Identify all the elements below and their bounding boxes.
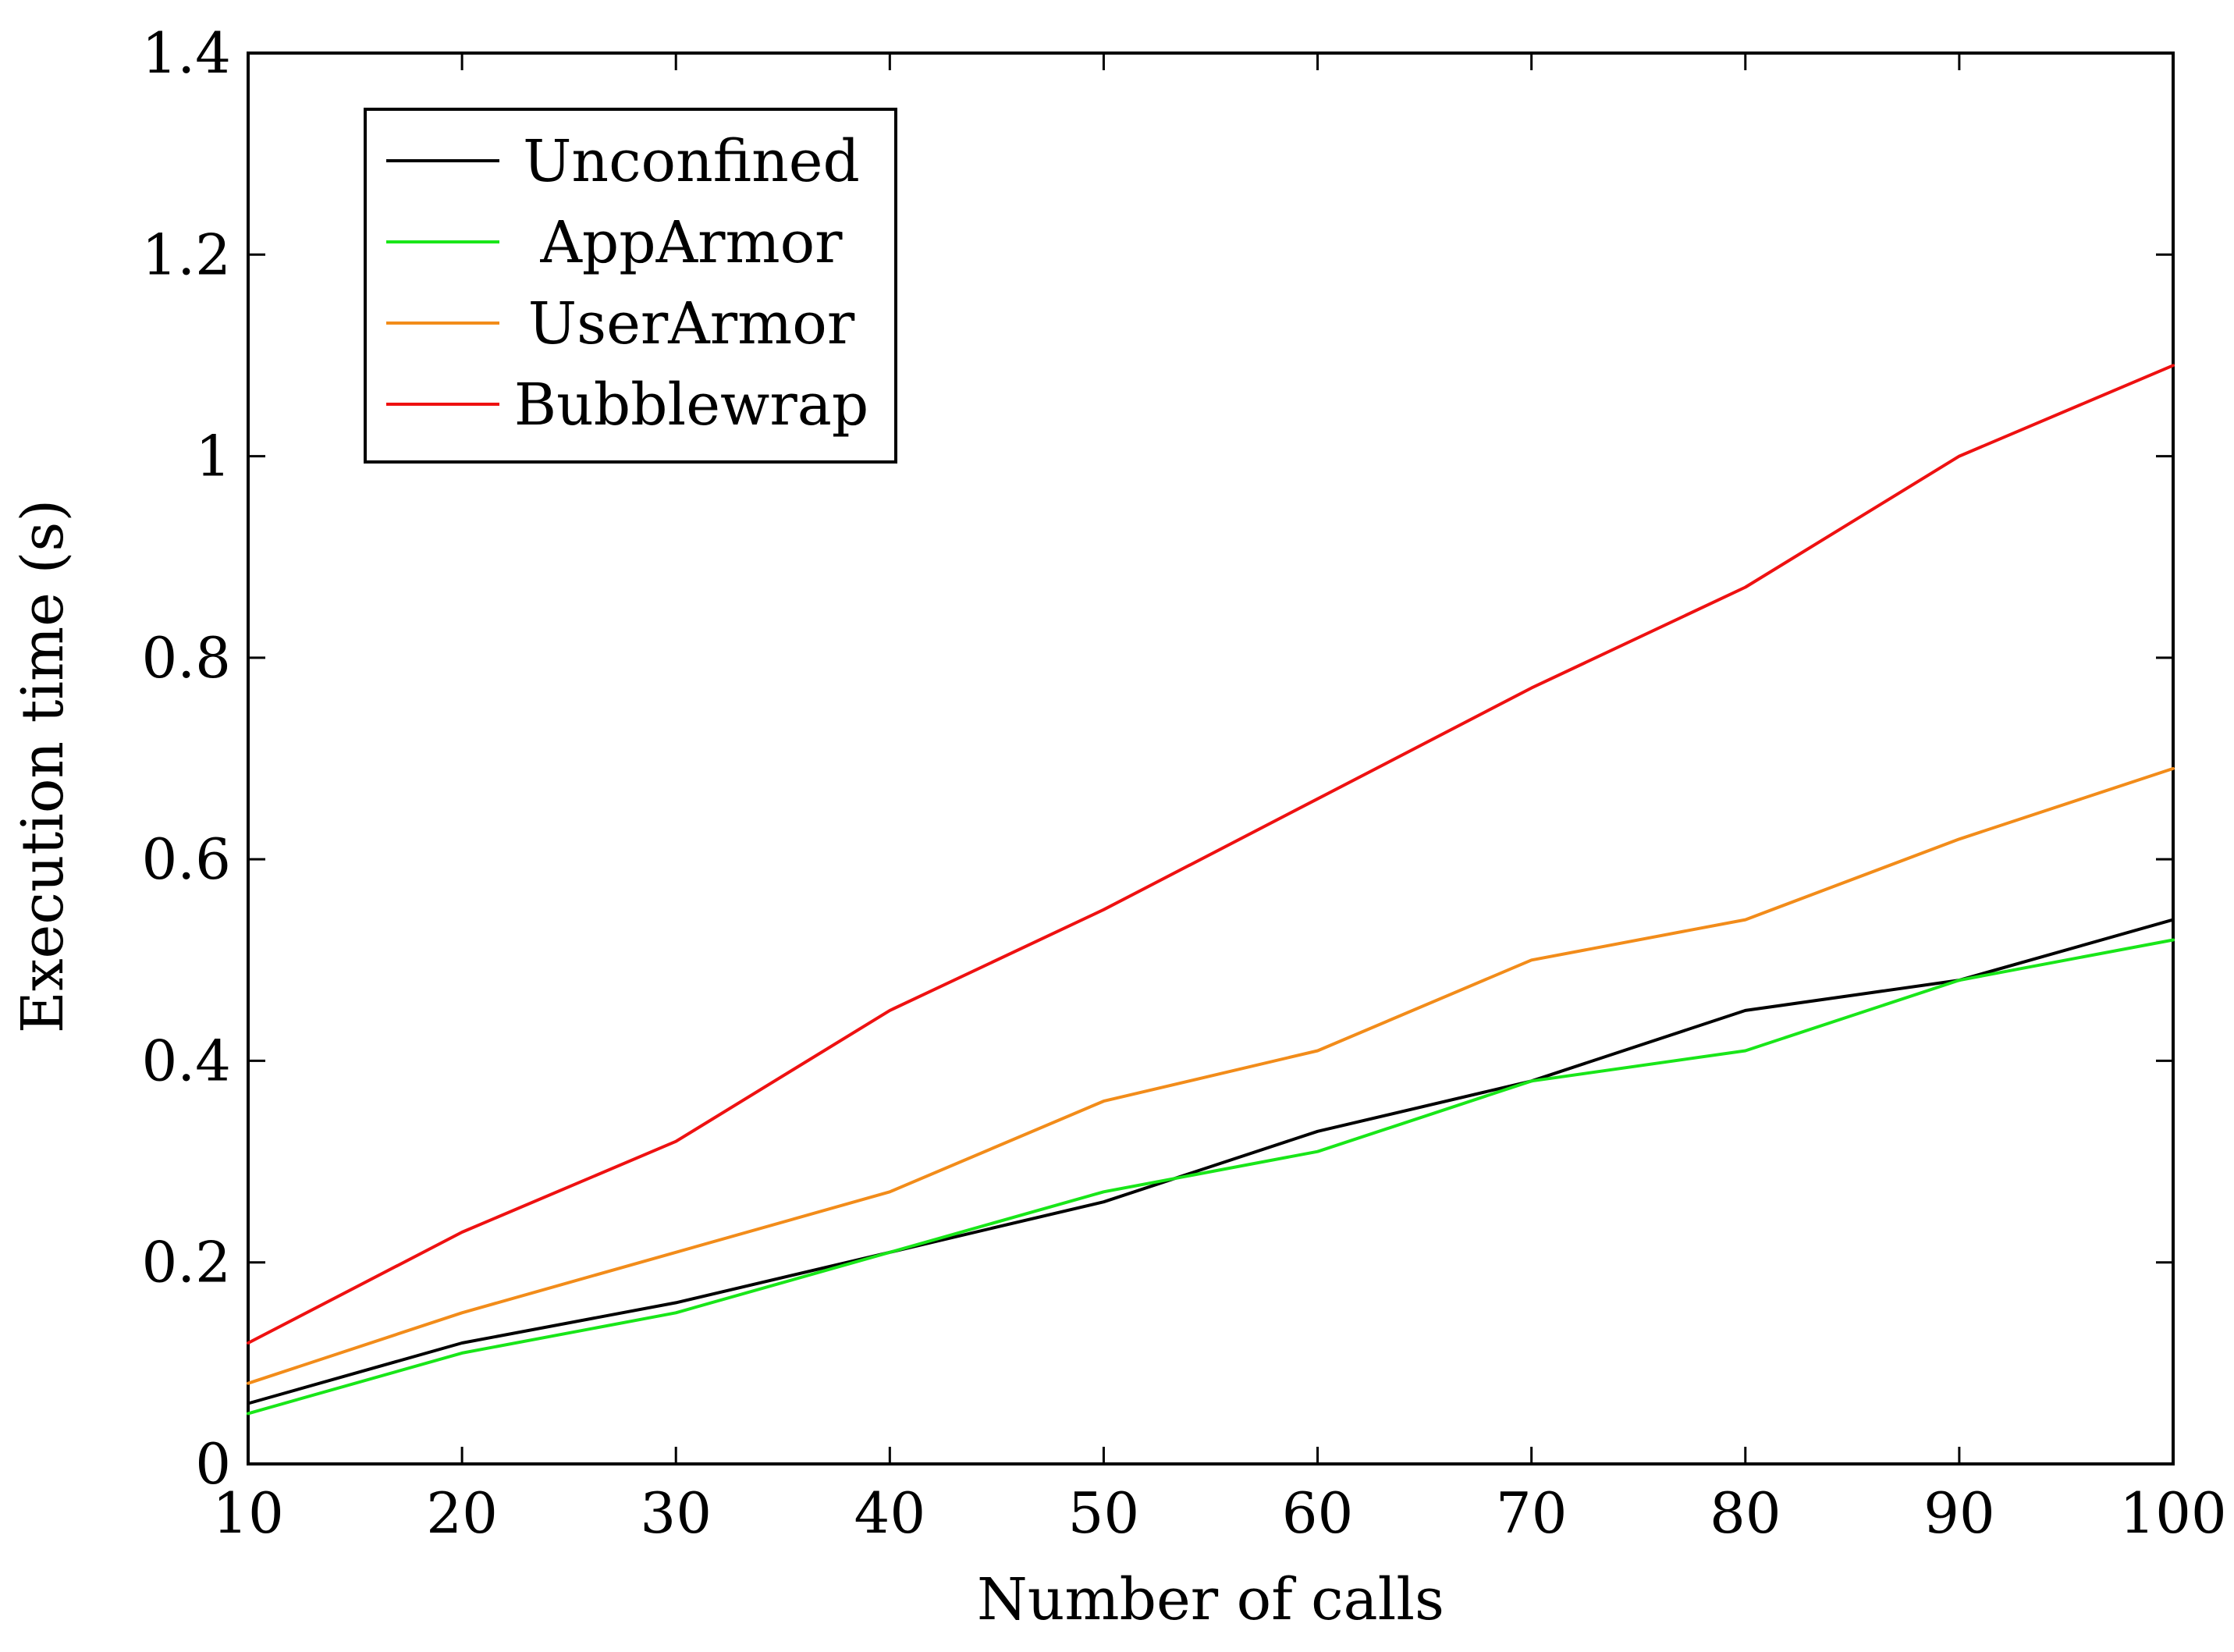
- series-line-bubblewrap: [247, 364, 2175, 1345]
- y-axis-title: Execution time (s): [9, 499, 76, 1033]
- x-tick-label: 30: [640, 1480, 712, 1546]
- legend-label-userarmor: UserArmor: [528, 290, 855, 357]
- x-tick-label: 100: [2119, 1480, 2226, 1546]
- y-tick-label: 0.2: [141, 1230, 231, 1295]
- x-tick-label: 50: [1068, 1480, 1140, 1546]
- y-tick-label: 0.8: [141, 625, 231, 691]
- y-tick-label: 1.4: [141, 20, 231, 86]
- y-tick-label: 1: [195, 424, 231, 489]
- x-tick-label: 20: [426, 1480, 498, 1546]
- x-tick-label: 90: [1923, 1480, 1995, 1546]
- series-line-apparmor: [247, 938, 2175, 1416]
- x-tick-label: 10: [212, 1480, 284, 1546]
- x-axis: 10 20 30 40 50 60 70 80 90 100: [212, 53, 2227, 1546]
- x-tick-label: 60: [1282, 1480, 1354, 1546]
- series-line-userarmor: [247, 766, 2175, 1385]
- y-axis: 0 0.2 0.4 0.6 0.8 1 1.2 1.4: [141, 20, 2173, 1497]
- x-tick-label: 70: [1496, 1480, 1568, 1546]
- plot-area: [247, 52, 2175, 1465]
- y-tick-label: 0.4: [141, 1028, 231, 1093]
- x-axis-title: Number of calls: [977, 1566, 1444, 1633]
- series-layer: [247, 364, 2175, 1416]
- series-line-unconfined: [247, 918, 2175, 1405]
- legend-label-apparmor: AppArmor: [539, 209, 843, 276]
- legend-label-unconfined: Unconfined: [523, 128, 860, 195]
- plot-frame: [247, 52, 2175, 1465]
- x-tick-label: 40: [854, 1480, 926, 1546]
- x-tick-label: 80: [1710, 1480, 1781, 1546]
- y-tick-label: 1.2: [141, 222, 231, 287]
- legend: Unconfined AppArmor UserArmor Bubblewrap: [364, 108, 897, 464]
- y-tick-label: 0.6: [141, 826, 231, 892]
- legend-label-bubblewrap: Bubblewrap: [514, 371, 868, 439]
- y-tick-label: 0: [195, 1431, 231, 1497]
